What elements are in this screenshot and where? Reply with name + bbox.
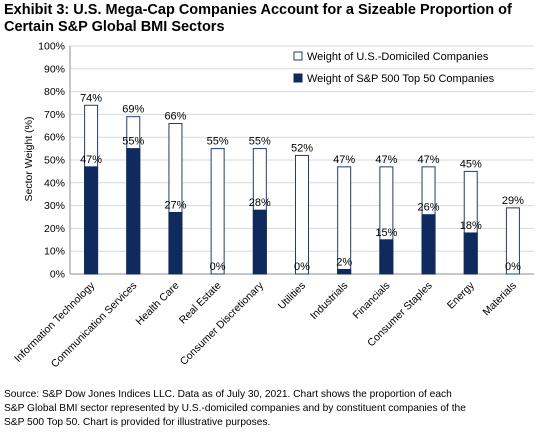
data-labels: 74% 47% 69% 55% 66% 27% 55% 0% 55% 28% 52% 0% 47% 2% 4…: [80, 92, 524, 273]
y-tick-label: 60%: [44, 132, 65, 144]
sp500-top50-value-label: 15%: [375, 227, 397, 239]
x-tick-label: Financials: [351, 280, 393, 322]
sp500-top50-value-label: 0%: [210, 261, 226, 273]
sp500-top50-value-label: 0%: [294, 261, 310, 273]
chart-title: Exhibit 3: U.S. Mega-Cap Companies Accou…: [4, 2, 540, 36]
x-tick-label: Consumer Discretionary: [178, 279, 267, 368]
us-domiciled-bar: [295, 154, 309, 275]
y-tick-label: 10%: [44, 246, 65, 258]
us-domiciled-value-label: 45%: [460, 158, 482, 170]
us-domiciled-bar: [210, 148, 225, 275]
sp500-top50-bar: [379, 239, 394, 275]
x-tick-label: Information Technology: [12, 279, 98, 365]
sp500-top50-value-label: 47%: [80, 154, 102, 166]
sp500-top50-value-label: 2%: [336, 256, 352, 268]
us-domiciled-value-label: 47%: [375, 154, 397, 166]
x-tick-label: Materials: [480, 280, 519, 319]
source-note-line-2: S&P Global BMI sector represented by U.S…: [4, 403, 466, 414]
bar-chart: 0% 10% 20% 30% 40% 50% 60% 70% 80% 90% 100% Informa…: [12, 41, 534, 371]
y-tick-label: 100%: [38, 41, 65, 53]
us-domiciled-value-label: 69%: [122, 104, 144, 116]
us-domiciled-value-label: 55%: [207, 136, 229, 148]
bars: [84, 104, 520, 275]
y-tick-label: 70%: [44, 109, 65, 121]
sp500-top50-bar: [126, 148, 141, 275]
us-domiciled-value-label: 55%: [249, 136, 271, 148]
sp500-top50-value-label: 0%: [505, 261, 521, 273]
x-tick-label: Health Care: [133, 280, 181, 328]
sp500-top50-bar: [337, 268, 352, 275]
source-note-line-1: Source: S&P Dow Jones Indices LLC. Data …: [4, 389, 452, 400]
legend-label-sp500-top50: Weight of S&P 500 Top 50 Companies: [307, 73, 495, 85]
sp500-top50-bar: [252, 209, 267, 275]
y-tick-label: 30%: [44, 200, 65, 212]
sp500-top50-bar: [84, 166, 99, 275]
x-tick-label: Energy: [445, 279, 478, 312]
legend-swatch-us-domiciled: [293, 51, 303, 61]
y-tick-label: 80%: [44, 86, 65, 98]
y-tick-label: 20%: [44, 223, 65, 235]
sp500-top50-value-label: 28%: [249, 197, 271, 209]
legend-swatch-sp500-top50: [293, 73, 303, 83]
legend: Weight of U.S.-Domiciled Companies Weight…: [293, 51, 495, 85]
sp500-top50-bar: [421, 214, 436, 275]
y-tick-label: 40%: [44, 177, 65, 189]
chart-title-line-2: Certain S&P Global BMI Sectors: [4, 19, 225, 35]
legend-label-us-domiciled: Weight of U.S.-Domiciled Companies: [307, 51, 489, 63]
us-domiciled-value-label: 66%: [164, 111, 186, 123]
us-domiciled-value-label: 47%: [418, 154, 440, 166]
sp500-top50-value-label: 55%: [122, 136, 144, 148]
x-tick-label: Utilities: [276, 280, 308, 312]
y-axis-label: Sector Weight (%): [23, 117, 35, 202]
us-domiciled-value-label: 47%: [333, 154, 355, 166]
us-domiciled-value-label: 74%: [80, 92, 102, 104]
gridlines: [70, 45, 534, 252]
chart-title-line-1: Exhibit 3: U.S. Mega-Cap Companies Accou…: [4, 2, 512, 18]
us-domiciled-value-label: 29%: [502, 195, 524, 207]
sp500-top50-value-label: 26%: [418, 202, 440, 214]
us-domiciled-bar: [505, 207, 520, 275]
source-note: Source: S&P Dow Jones Indices LLC. Data …: [4, 388, 542, 430]
x-tick-label: Industrials: [308, 280, 350, 322]
sp500-top50-value-label: 18%: [460, 220, 482, 232]
source-note-line-3: S&P 500 Top 50. Chart is provided for il…: [4, 417, 271, 428]
y-tick-label: 50%: [44, 155, 65, 167]
sp500-top50-value-label: 27%: [164, 199, 186, 211]
sp500-top50-bar: [463, 232, 478, 275]
y-tick-label: 0%: [50, 269, 65, 281]
x-tick-label: Communication Services: [49, 280, 140, 371]
y-tick-label: 90%: [44, 63, 65, 75]
sp500-top50-bar: [168, 211, 183, 275]
us-domiciled-value-label: 52%: [291, 142, 313, 154]
